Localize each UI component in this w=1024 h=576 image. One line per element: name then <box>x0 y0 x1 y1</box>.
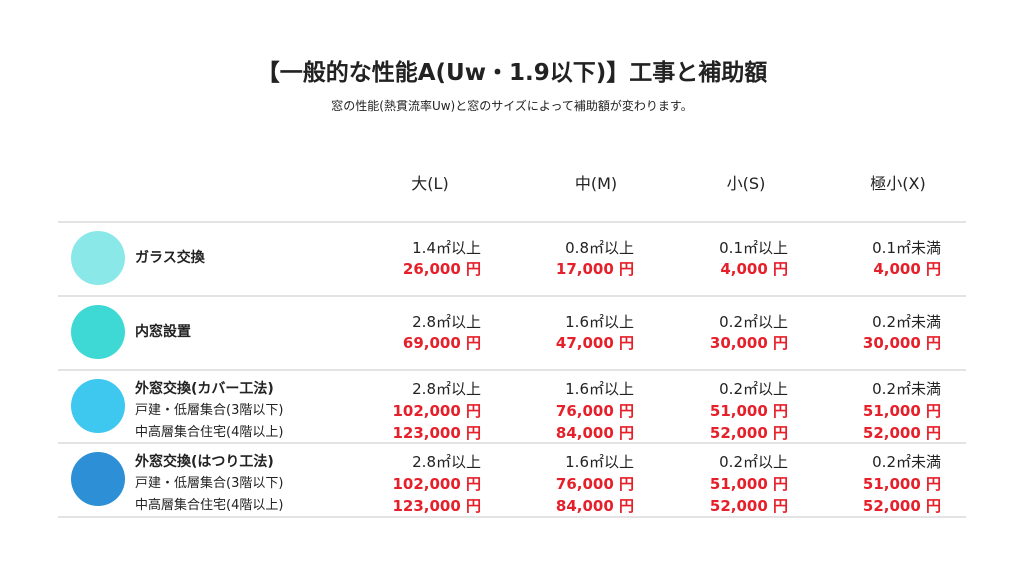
subsidy-amount: 30,000 円 <box>709 334 788 352</box>
row-label: 外窓交換(はつり工法) <box>135 454 274 470</box>
size-range: 1.6㎡以上 <box>565 313 634 331</box>
subsidy-amount: 4,000 円 <box>720 260 788 278</box>
row-sublabel: 戸建・低層集合(3階以下) <box>135 403 284 418</box>
size-range: 0.1㎡以上 <box>719 239 788 257</box>
subsidy-amount: 76,000 円 <box>555 475 634 493</box>
row-icon <box>71 452 125 506</box>
subsidy-amount: 102,000 円 <box>392 402 481 420</box>
row-sublabel: 中高層集合住宅(4階以上) <box>135 498 284 513</box>
size-range: 0.2㎡以上 <box>719 313 788 331</box>
row-sublabel: 中高層集合住宅(4階以上) <box>135 425 284 440</box>
row-sublabel: 戸建・低層集合(3階以下) <box>135 476 284 491</box>
size-range: 2.8㎡以上 <box>412 313 481 331</box>
size-range: 0.2㎡未満 <box>872 313 941 331</box>
subsidy-amount: 17,000 円 <box>555 260 634 278</box>
row-label: ガラス交換 <box>135 250 205 266</box>
size-range: 1.6㎡以上 <box>565 453 634 471</box>
title: 【一般的な性能A(Uw・1.9以下)】工事と補助額 <box>256 60 768 86</box>
separator <box>58 442 966 444</box>
subsidy-amount: 84,000 円 <box>555 497 634 515</box>
row-icon <box>71 231 125 285</box>
subsidy-amount: 84,000 円 <box>555 424 634 442</box>
row-icon <box>71 305 125 359</box>
separator <box>58 295 966 297</box>
subsidy-amount: 30,000 円 <box>862 334 941 352</box>
subsidy-amount: 52,000 円 <box>862 497 941 515</box>
size-range: 0.2㎡未満 <box>872 453 941 471</box>
column-header: 中(M) <box>574 174 618 193</box>
subsidy-amount: 52,000 円 <box>862 424 941 442</box>
size-range: 0.2㎡未満 <box>872 380 941 398</box>
subsidy-amount: 123,000 円 <box>392 497 481 515</box>
subsidy-amount: 51,000 円 <box>709 475 788 493</box>
subsidy-amount: 51,000 円 <box>862 402 941 420</box>
subtitle: 窓の性能(熱貫流率Uw)と窓のサイズによって補助額が変わります。 <box>331 99 693 113</box>
row-label: 外窓交換(カバー工法) <box>135 381 274 397</box>
size-range: 0.1㎡未満 <box>872 239 941 257</box>
subsidy-amount: 26,000 円 <box>402 260 481 278</box>
column-header: 極小(X) <box>870 174 926 193</box>
subsidy-amount: 51,000 円 <box>862 475 941 493</box>
subsidy-amount: 52,000 円 <box>709 497 788 515</box>
separator <box>58 516 966 518</box>
row-label: 内窓設置 <box>135 324 191 340</box>
subsidy-amount: 123,000 円 <box>392 424 481 442</box>
subsidy-amount: 4,000 円 <box>873 260 941 278</box>
size-range: 1.6㎡以上 <box>565 380 634 398</box>
size-range: 1.4㎡以上 <box>412 239 481 257</box>
row-icon <box>71 378 125 433</box>
size-range: 0.2㎡以上 <box>719 453 788 471</box>
subsidy-amount: 69,000 円 <box>402 334 481 352</box>
separator <box>58 369 966 371</box>
size-range: 2.8㎡以上 <box>412 380 481 398</box>
size-range: 2.8㎡以上 <box>412 453 481 471</box>
subsidy-amount: 52,000 円 <box>709 424 788 442</box>
subsidy-amount: 102,000 円 <box>392 475 481 493</box>
size-range: 0.8㎡以上 <box>565 239 634 257</box>
column-header: 大(L) <box>411 174 449 193</box>
column-header: 小(S) <box>726 174 766 193</box>
separator <box>58 221 966 223</box>
size-range: 0.2㎡以上 <box>719 380 788 398</box>
subsidy-amount: 51,000 円 <box>709 402 788 420</box>
subsidy-amount: 47,000 円 <box>555 334 634 352</box>
subsidy-amount: 76,000 円 <box>555 402 634 420</box>
